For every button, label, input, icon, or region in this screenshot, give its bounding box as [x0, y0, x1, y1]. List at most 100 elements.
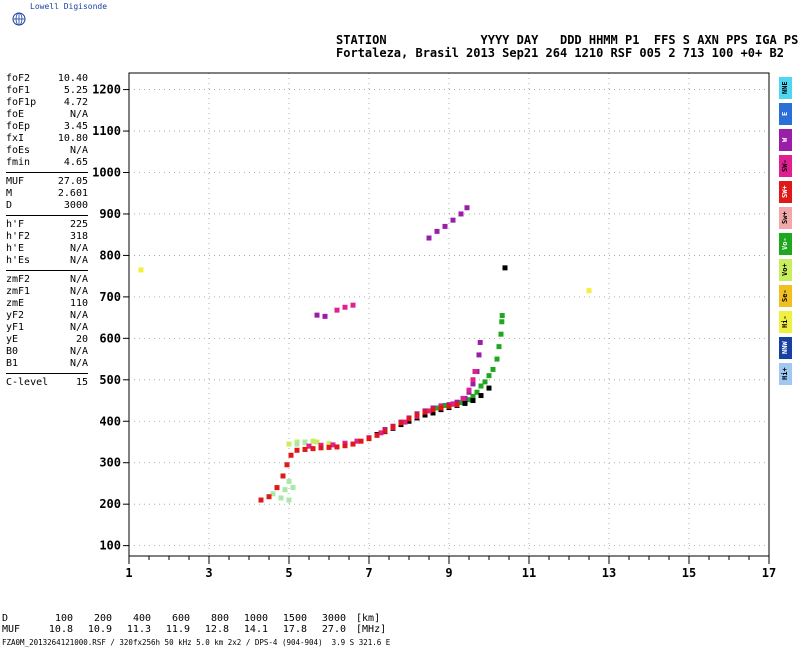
param-name: foF1p [6, 97, 37, 108]
muf-value: 12.8 [204, 624, 229, 635]
param-value: 5.25 [63, 85, 88, 96]
param-name: h'F [6, 219, 25, 230]
param-row: B0 N/A [6, 346, 88, 358]
param-row: foF2 10.40 [6, 73, 88, 85]
param-value: 2.601 [57, 188, 88, 199]
data-point [442, 223, 448, 229]
muf-value: 10.9 [87, 624, 112, 635]
param-row: yF1 N/A [6, 322, 88, 334]
data-point [474, 389, 480, 395]
param-name: foEs [6, 145, 31, 156]
param-value: 3000 [63, 200, 88, 211]
data-point [342, 304, 348, 310]
y-tick-label: 900 [99, 207, 121, 221]
x-tick-label: 7 [365, 566, 372, 580]
data-point [382, 428, 388, 434]
legend-item: Vo- [779, 233, 792, 255]
distance-value: 3000 [321, 613, 346, 624]
brand-name: Lowell Digisonde [30, 2, 108, 11]
station-header: STATION YYYY DAY DDD HHMM P1 FFS S AXN P… [336, 34, 798, 60]
param-row: M 2.601 [6, 188, 88, 200]
param-value: 15 [75, 377, 88, 388]
muf-value: 11.9 [165, 624, 190, 635]
data-point [477, 339, 483, 345]
data-point [499, 319, 505, 325]
param-name: h'Es [6, 255, 31, 266]
param-value: N/A [69, 346, 88, 357]
distance-row: D 100 200 400 600 800 1000 1500 3000 [km] [2, 613, 386, 624]
distance-value: 200 [93, 613, 112, 624]
data-point [350, 441, 356, 447]
param-name: B0 [6, 346, 19, 357]
data-point [494, 356, 500, 362]
legend-item: Hi+ [779, 363, 792, 385]
param-value: 225 [69, 219, 88, 230]
distance-value: 600 [171, 613, 190, 624]
data-point [306, 443, 312, 449]
muf-value: 10.8 [48, 624, 73, 635]
param-name: yF2 [6, 310, 25, 321]
data-point [442, 403, 448, 409]
data-point [138, 267, 144, 273]
param-value: 4.72 [63, 97, 88, 108]
param-value: N/A [69, 358, 88, 369]
file-footer: FZA0M_2013264121000.RSF / 320fx256h 50 k… [2, 638, 391, 647]
data-point [499, 313, 505, 319]
legend-item: Hi- [779, 311, 792, 333]
param-row: h'Es N/A [6, 255, 88, 267]
data-point [286, 478, 292, 484]
param-name: fmin [6, 157, 31, 168]
data-point [450, 217, 456, 223]
data-point [294, 447, 300, 453]
data-point [334, 444, 340, 450]
data-point [330, 442, 336, 448]
data-point [458, 211, 464, 217]
data-point [286, 441, 292, 447]
data-point [390, 424, 396, 430]
data-point [288, 452, 294, 458]
data-point [458, 400, 464, 406]
data-point [314, 439, 320, 445]
data-point [454, 402, 460, 408]
param-row: yE 20 [6, 334, 88, 346]
param-row: foEp 3.45 [6, 121, 88, 133]
data-point [318, 445, 324, 451]
muf-value: 11.3 [126, 624, 151, 635]
param-name: foF2 [6, 73, 31, 84]
data-point [450, 401, 456, 407]
y-tick-label: 1200 [92, 83, 121, 97]
data-point [430, 407, 436, 413]
param-row: B1 N/A [6, 358, 88, 370]
data-point [472, 369, 478, 375]
param-value: 10.80 [57, 133, 88, 144]
data-point [426, 408, 432, 414]
data-point [294, 441, 300, 447]
data-point [334, 307, 340, 313]
data-point [258, 497, 264, 503]
y-tick-label: 700 [99, 290, 121, 304]
data-point [280, 473, 286, 479]
param-value: N/A [69, 255, 88, 266]
param-row: MUF 27.05 [6, 176, 88, 188]
data-point [310, 446, 316, 452]
y-tick-label: 500 [99, 373, 121, 387]
data-point [446, 403, 452, 409]
brand: Lowell Digisonde [6, 2, 116, 26]
data-point [290, 485, 296, 491]
x-tick-label: 11 [522, 566, 536, 580]
y-tick-label: 400 [99, 414, 121, 428]
data-point [354, 438, 360, 444]
legend-item: NNE [779, 77, 792, 99]
data-point [310, 438, 316, 444]
param-value: N/A [69, 145, 88, 156]
data-point [282, 487, 288, 493]
data-point [278, 495, 284, 501]
x-tick-label: 17 [762, 566, 776, 580]
param-row: zmF2 N/A [6, 274, 88, 286]
x-tick-label: 9 [445, 566, 452, 580]
x-tick-label: 5 [285, 566, 292, 580]
y-tick-label: 100 [99, 539, 121, 553]
data-point [414, 412, 420, 418]
data-point [342, 443, 348, 449]
